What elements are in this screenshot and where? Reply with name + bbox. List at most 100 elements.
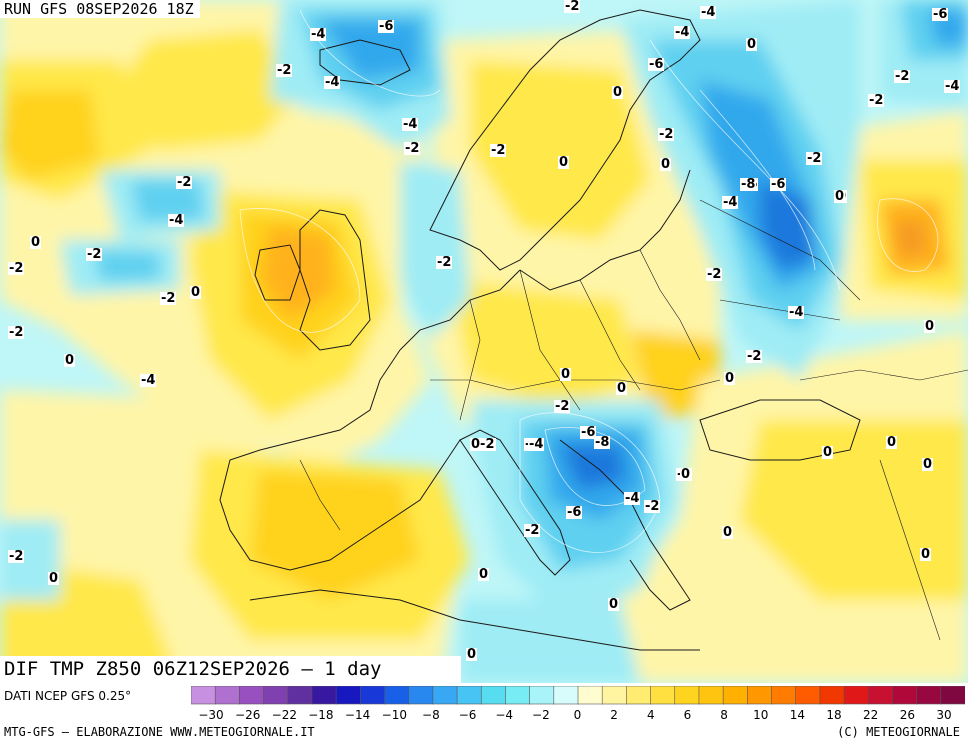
isoline-label: -2 <box>644 499 661 514</box>
colorbar-tick-label: 18 <box>826 708 842 722</box>
isoline-label: -2 <box>176 175 193 190</box>
colorbar-tick-label: 26 <box>899 708 916 722</box>
map-title: DIF TMP Z850 06Z12SEP2026 — 1 day <box>0 656 461 683</box>
isoline-label: -4 <box>528 437 545 452</box>
isoline-label: -2 <box>436 255 453 270</box>
colorbar <box>191 686 965 705</box>
isoline-label: 0 <box>920 547 932 562</box>
isoline-label: 0 <box>924 319 936 334</box>
isoline-label: -4 <box>624 491 641 506</box>
colorbar-tick-label: 2 <box>610 708 618 722</box>
isoline-label: 0 <box>30 235 42 250</box>
copyright-label: (C) METEOGIORNALE <box>837 725 960 739</box>
colorbar-tick-label: −26 <box>235 708 261 722</box>
isoline-label: 0 <box>616 381 628 396</box>
colorbar-swatch <box>601 686 628 705</box>
colorbar-swatch <box>674 686 700 705</box>
colorbar-swatch <box>626 686 652 705</box>
colorbar-tick-label: 8 <box>720 708 728 722</box>
colorbar-swatch <box>771 686 797 705</box>
colorbar-tick-label: −14 <box>344 708 371 722</box>
isoline-label: -4 <box>168 213 185 228</box>
isoline-label: 0 <box>834 189 846 204</box>
isoline-label: -2 <box>564 0 581 14</box>
isoline-label: -6 <box>770 177 787 192</box>
colorbar-swatch <box>867 686 894 705</box>
colorbar-tick-label: −4 <box>495 708 514 722</box>
colorbar-swatch <box>795 686 821 705</box>
isoline-label: -6 <box>566 505 583 520</box>
map-canvas <box>0 0 968 683</box>
isoline-label: -2 <box>160 291 177 306</box>
isoline-label: -2 <box>554 399 571 414</box>
isoline-label: -2 <box>8 325 25 340</box>
isoline-label: 0 <box>612 85 624 100</box>
isoline-label: 0 <box>822 445 834 460</box>
isoline-label: -4 <box>674 25 691 40</box>
isoline-label: -8 <box>594 435 611 450</box>
isoline-label: 0 <box>886 435 898 450</box>
borders <box>299 199 968 641</box>
data-source-label: DATI NCEP GFS 0.25° <box>4 689 132 703</box>
isoline-label: -2 <box>746 349 763 364</box>
isoline-label: 0 <box>922 457 934 472</box>
isoline-label: -6 <box>378 19 395 34</box>
isoline-label: 0 <box>660 157 672 172</box>
isoline-label: -2 <box>8 549 25 564</box>
isoline-label: -4 <box>140 373 157 388</box>
isoline-label: -4 <box>788 305 805 320</box>
credit-label: MTG-GFS — ELABORAZIONE WWW.METEOGIORNALE… <box>4 725 315 739</box>
coastlines <box>219 9 861 651</box>
isoline-label: -6 <box>648 57 665 72</box>
isoline-label: 0 <box>746 37 758 52</box>
colorbar-tick-label: −10 <box>381 708 407 722</box>
colorbar-swatch <box>287 686 313 705</box>
colorbar-swatch <box>505 686 531 705</box>
colorbar-swatch <box>892 686 918 705</box>
isoline-label: 0 <box>722 525 734 540</box>
colorbar-swatch <box>722 686 749 705</box>
colorbar-swatch <box>747 686 773 705</box>
colorbar-tick-label: 0 <box>573 708 582 722</box>
colorbar-tick-label: −22 <box>271 708 297 722</box>
colorbar-swatch <box>529 686 555 705</box>
isoline-label: 0 <box>64 353 76 368</box>
colorbar-tick-label: −30 <box>198 708 224 722</box>
isoline-label: -2 <box>404 141 421 156</box>
isoline-label: -2 <box>490 143 507 158</box>
colorbar-swatch <box>239 686 265 705</box>
colorbar-swatch <box>577 686 603 705</box>
isoline-label: 0 <box>48 571 60 586</box>
isoline-label: -2 <box>524 523 541 538</box>
isoline-label: -2 <box>86 247 103 262</box>
isoline-label: 0 <box>608 597 620 612</box>
colorbar-swatch <box>432 686 458 705</box>
colorbar-swatch <box>698 686 724 705</box>
isoline-label: -6 <box>580 425 597 440</box>
colorbar-tick-label: 30 <box>936 708 952 722</box>
colorbar-tick-label: −8 <box>422 708 440 722</box>
isoline-label: -4 <box>700 5 717 20</box>
colorbar-tick-label: 22 <box>863 708 879 722</box>
isoline-label: -2 <box>658 127 675 142</box>
colorbar-swatch <box>335 686 362 705</box>
isoline-label: -2 <box>894 69 911 84</box>
isoline-label: -2 <box>868 93 885 108</box>
isoline-label: 0 <box>478 567 490 582</box>
colorbar-swatch <box>408 686 434 705</box>
temperature-anomaly-map <box>0 0 968 683</box>
colorbar-swatch <box>940 686 965 705</box>
run-label: RUN GFS 08SEP2026 18Z <box>0 0 200 18</box>
colorbar-swatch <box>360 686 386 705</box>
colorbar-tick-label: 14 <box>789 708 806 722</box>
isoline-label: -6 <box>932 7 949 22</box>
isoline-label: -4 <box>944 79 961 94</box>
isoline-label: 0 <box>724 371 736 386</box>
colorbar-swatch <box>916 686 942 705</box>
isoline-label: -4 <box>324 75 341 90</box>
colorbar-tick-label: −2 <box>532 708 550 722</box>
isoline-label: -2 <box>806 151 823 166</box>
colorbar-swatch <box>263 686 289 705</box>
colorbar-swatch <box>384 686 410 705</box>
